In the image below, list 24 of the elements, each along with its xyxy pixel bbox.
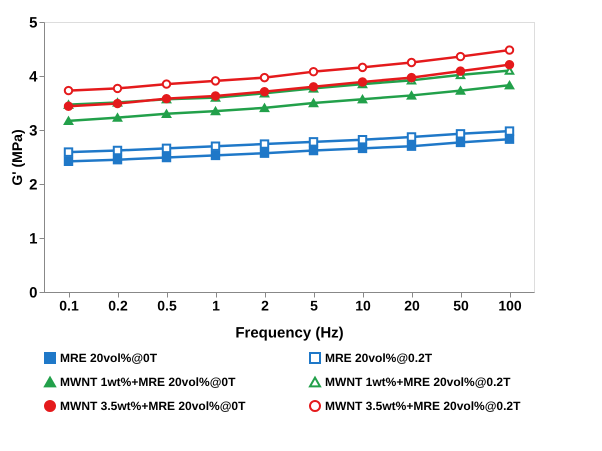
x-tick-label: 0.1 [59, 298, 79, 314]
legend-label: MWNT 3.5wt%+MRE 20vol%@0T [60, 399, 246, 413]
x-tick-label: 0.5 [157, 298, 177, 314]
x-tick-label: 1 [212, 298, 220, 314]
y-tick-label: 2 [29, 176, 38, 194]
legend-label: MWNT 3.5wt%+MRE 20vol%@0.2T [325, 399, 522, 413]
y-axis-title: G' (MPa) [9, 129, 26, 186]
y-tick-label: 4 [29, 68, 38, 86]
legend-label: MWNT 1wt%+MRE 20vol%@0T [60, 375, 236, 389]
y-tick-label: 0 [29, 284, 38, 302]
y-tick-label: 1 [29, 230, 38, 248]
x-tick-label: 100 [498, 298, 522, 314]
x-axis-title: Frequency (Hz) [235, 324, 344, 342]
legend-label: MRE 20vol%@0.2T [325, 351, 433, 365]
x-tick-label: 10 [355, 298, 371, 314]
y-tick-label: 3 [29, 122, 38, 140]
y-tick-label: 5 [29, 14, 38, 32]
legend-label: MRE 20vol%@0T [60, 351, 158, 365]
x-tick-label: 0.2 [108, 298, 128, 314]
x-tick-label: 5 [310, 298, 318, 314]
x-tick-label: 20 [404, 298, 420, 314]
legend-label: MWNT 1wt%+MRE 20vol%@0.2T [325, 375, 512, 389]
x-tick-label: 50 [453, 298, 469, 314]
x-tick-label: 2 [261, 298, 270, 314]
